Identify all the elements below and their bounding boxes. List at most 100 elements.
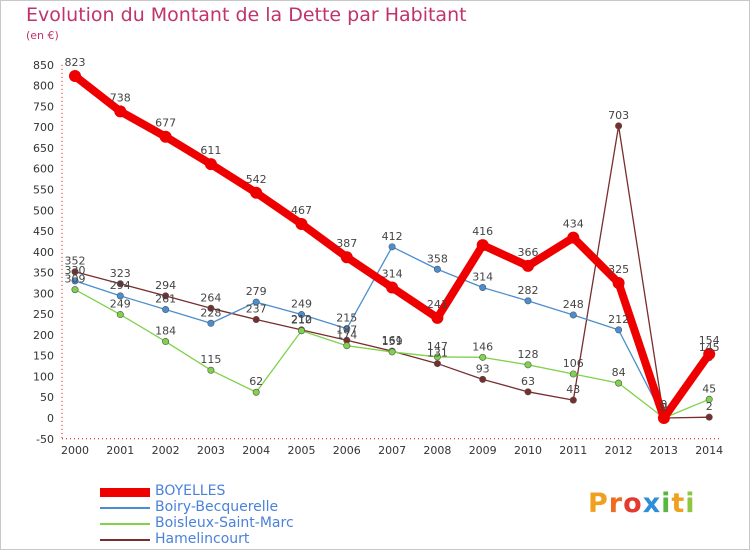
y-tick-label: 600 [33,163,54,176]
data-label: 0 [660,401,667,414]
data-point-0 [431,311,444,324]
data-label: 146 [472,340,493,353]
data-label: 45 [702,382,716,395]
x-tick-label: 2013 [650,444,678,457]
data-label: 212 [608,313,629,326]
data-label: 416 [472,225,493,238]
data-label: 314 [382,268,403,281]
y-tick-label: 800 [33,80,54,93]
data-point-3 [207,304,215,312]
data-point-1 [207,319,215,327]
data-label: 2 [706,400,713,413]
x-tick-label: 2009 [469,444,497,457]
data-label: 352 [65,255,86,268]
data-point-0 [159,130,172,143]
data-point-1 [433,265,441,273]
data-point-1 [569,311,577,319]
data-point-3 [252,316,260,324]
data-label: 387 [336,237,357,250]
data-label: 358 [427,252,448,265]
data-label: 187 [336,323,357,336]
data-point-0 [567,231,580,244]
data-point-2 [252,388,260,396]
data-label: 323 [110,267,131,280]
data-point-2 [524,361,532,369]
data-label: 210 [291,314,312,327]
x-tick-label: 2007 [378,444,406,457]
data-label: 823 [65,56,86,69]
data-label: 147 [427,340,448,353]
data-point-2 [705,395,713,403]
y-tick-label: 550 [33,183,54,196]
x-tick-label: 2000 [61,444,89,457]
data-label: 264 [200,291,221,304]
data-label: 215 [336,312,357,325]
data-point-3 [569,396,577,404]
y-tick-label: 400 [33,246,54,259]
data-point-0 [69,70,81,83]
data-point-0 [295,217,308,230]
data-label: 241 [427,298,448,311]
data-label: 62 [249,375,263,388]
data-point-1 [71,277,79,285]
data-label: 212 [291,313,312,326]
data-point-3 [162,292,170,300]
data-point-1 [388,243,396,251]
data-point-1 [297,311,305,319]
data-label: 228 [200,306,221,319]
data-label: 294 [155,279,176,292]
data-point-0 [612,276,625,289]
chart-axes: -500501001502002503003504004505005506006… [33,59,723,457]
y-tick-label: 50 [40,391,54,404]
legend-swatch [100,507,150,509]
data-point-2 [343,342,351,350]
data-point-2 [479,353,487,361]
x-tick-label: 2005 [288,444,316,457]
data-point-0 [476,239,489,252]
x-tick-label: 2001 [106,444,134,457]
data-point-1 [615,326,623,334]
data-label: 84 [612,366,626,379]
data-label: 43 [566,383,580,396]
data-point-2 [207,366,215,374]
data-label: 115 [200,353,221,366]
x-tick-label: 2006 [333,444,361,457]
y-tick-label: 150 [33,350,54,363]
data-label: 131 [427,347,448,360]
data-point-0 [114,105,127,118]
data-point-2 [388,348,396,356]
y-tick-label: 100 [33,370,54,383]
data-point-2 [569,370,577,378]
data-label: 261 [155,293,176,306]
data-point-0 [204,158,217,171]
data-label: 434 [563,218,584,231]
x-tick-label: 2004 [242,444,270,457]
data-point-3 [433,360,441,368]
x-tick-label: 2011 [559,444,587,457]
data-label: 249 [291,298,312,311]
data-point-1 [343,325,351,333]
y-tick-label: 700 [33,121,54,134]
data-label: 159 [382,335,403,348]
legend-swatch [100,523,150,525]
data-point-0 [703,348,716,361]
legend-label: Boisleux-Saint-Marc [155,515,294,531]
legend-swatch [100,539,150,541]
legend-label: Boiry-Becquerelle [155,499,279,515]
y-tick-label: 350 [33,267,54,280]
data-label: 467 [291,204,312,217]
data-point-2 [615,379,623,387]
chart-unit-label: (en €) [26,29,59,42]
y-tick-label: 500 [33,204,54,217]
chart-series [69,70,716,424]
y-tick-label: 650 [33,142,54,155]
data-label: 0 [660,401,667,414]
data-point-1 [252,298,260,306]
data-label: 63 [521,375,535,388]
data-point-3 [71,268,79,276]
data-label: 677 [155,117,176,130]
data-label: 128 [518,348,539,361]
data-label: 738 [110,91,131,104]
data-point-0 [250,186,263,199]
data-point-1 [162,306,170,314]
